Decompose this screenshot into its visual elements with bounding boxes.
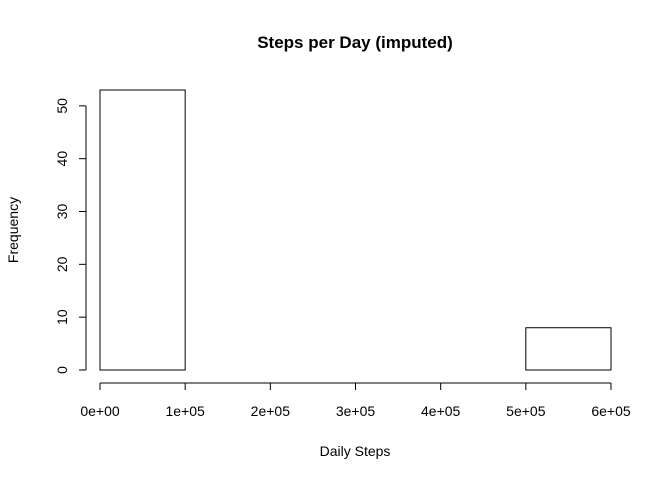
y-tick-label-5: 50 [54, 98, 70, 114]
y-tick-label-0: 0 [54, 366, 70, 374]
y-tick-label-1: 10 [54, 309, 70, 325]
x-tick-label-6: 6e+05 [591, 403, 631, 419]
x-tick-label-4: 4e+05 [421, 403, 461, 419]
y-axis: 0 10 20 30 40 50 [54, 98, 87, 374]
histogram-bar-6 [525, 327, 612, 371]
x-axis: 0e+00 1e+05 2e+05 3e+05 4e+05 5e+05 6e+05 [80, 382, 631, 419]
y-tick-label-4: 40 [54, 151, 70, 167]
x-tick-label-0: 0e+00 [80, 403, 120, 419]
y-tick-label-3: 30 [54, 204, 70, 220]
x-tick-label-3: 3e+05 [336, 403, 376, 419]
y-tick-label-2: 20 [54, 256, 70, 272]
x-tick-label-5: 5e+05 [506, 403, 546, 419]
x-tick-label-2: 2e+05 [251, 403, 291, 419]
chart-title: Steps per Day (imputed) [257, 33, 453, 52]
y-axis-label: Frequency [5, 197, 21, 263]
bars-group [99, 89, 612, 371]
x-tick-label-1: 1e+05 [166, 403, 206, 419]
histogram-bar-1 [99, 89, 186, 371]
x-axis-label: Daily Steps [320, 443, 391, 459]
